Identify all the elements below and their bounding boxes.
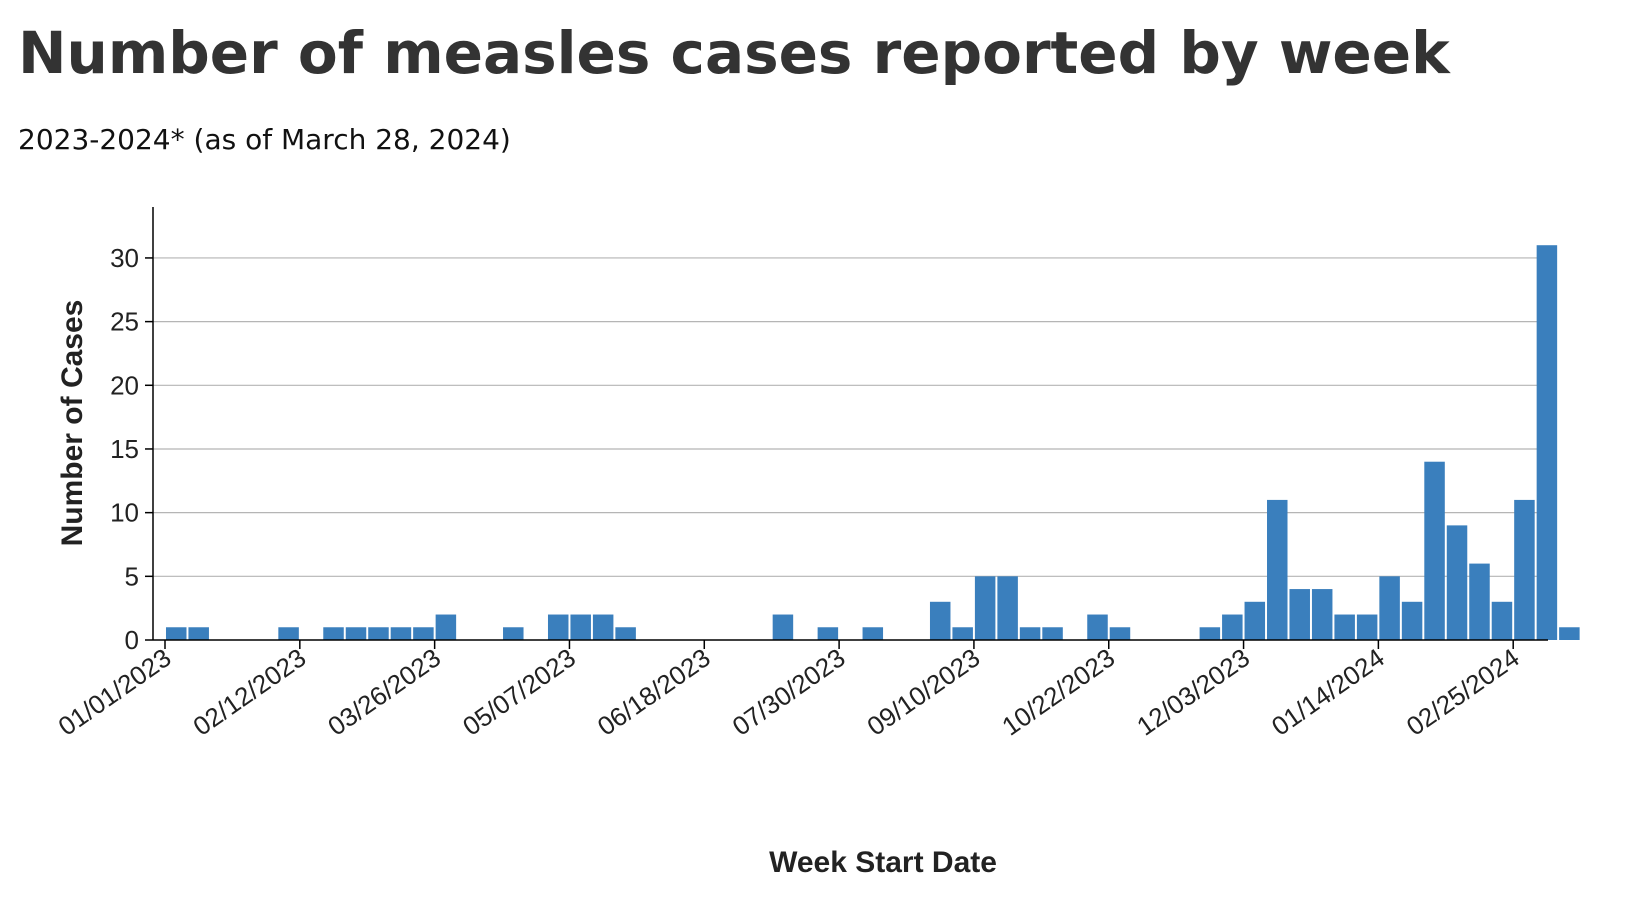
bar-05/07/2023 [570,614,591,640]
bar-02/19/2023 [323,627,344,640]
y-tick-label: 0 [125,625,139,655]
bar-01/21/2024 [1401,601,1423,640]
bar-01/01/2023 [165,627,187,640]
y-tick-label: 10 [110,498,139,528]
bar-12/24/2023 [1311,589,1333,640]
bar-03/05/2023 [368,627,389,640]
x-tick-label: 09/10/2023 [862,642,986,741]
y-tick-label: 15 [110,434,139,464]
x-tick-label: 01/01/2023 [53,642,177,741]
x-tick-label: 05/07/2023 [457,642,581,741]
gridlines [153,257,1548,577]
chart-subtitle: 2023-2024* (as of March 28, 2024) [18,123,511,156]
bar-04/16/2023 [503,627,524,640]
axes [152,207,1548,641]
bar-05/21/2023 [615,627,636,640]
bar-03/03/2024 [1536,245,1558,640]
bar-12/10/2023 [1267,499,1288,640]
y-axis-ticks: 0 5 10 15 20 25 30 [110,243,153,655]
bar-01/14/2024 [1379,576,1400,640]
x-tick-label: 07/30/2023 [727,642,851,741]
bar-10/01/2023 [1042,627,1063,640]
x-tick-label: 10/22/2023 [996,642,1120,741]
x-tick-label: 02/25/2024 [1401,642,1525,741]
bar-12/31/2023 [1334,614,1355,640]
bar-09/17/2023 [997,576,1018,640]
y-tick-label: 5 [125,561,139,591]
bar-09/10/2023 [974,576,996,640]
bar-08/06/2023 [862,627,884,640]
bar-10/15/2023 [1087,614,1108,640]
x-tick-label: 03/26/2023 [322,642,446,741]
x-axis-label: Week Start Date [769,846,997,879]
bar-12/03/2023 [1244,601,1266,640]
bar-10/22/2023 [1109,627,1131,640]
bar-03/26/2023 [435,614,457,640]
bar-07/23/2023 [817,627,839,640]
bar-03/12/2023 [390,627,412,640]
y-tick-label: 25 [110,307,139,337]
bar-01/07/2024 [1356,614,1378,640]
bar-01/08/2023 [188,627,209,640]
bar-02/04/2024 [1446,525,1468,640]
bar-11/19/2023 [1199,627,1221,640]
bar-01/28/2024 [1424,461,1445,640]
bar-02/11/2024 [1469,563,1490,640]
bar-12/17/2023 [1289,589,1310,640]
bar-03/10/2024 [1559,627,1580,640]
x-tick-label: 02/12/2023 [187,642,311,741]
x-tick-label: 12/03/2023 [1131,642,1255,741]
bar-09/03/2023 [952,627,973,640]
y-tick-label: 20 [110,370,139,400]
y-tick-label: 30 [110,243,139,273]
bar-05/14/2023 [592,614,614,640]
x-tick-label: 01/14/2024 [1266,642,1390,741]
bar-03/19/2023 [413,627,434,640]
chart-title: Number of measles cases reported by week [18,19,1450,87]
x-tick-label: 06/18/2023 [592,642,716,741]
bar-04/30/2023 [547,614,569,640]
y-axis-label: Number of Cases [56,300,89,547]
bar-02/26/2023 [345,627,367,640]
bar-08/27/2023 [929,601,951,640]
bar-07/09/2023 [772,614,794,640]
x-axis-ticks: 01/01/2023 02/12/2023 03/26/2023 05/07/2023… [53,640,1525,742]
bar-09/24/2023 [1019,627,1041,640]
bar-02/25/2024 [1514,499,1535,640]
bar-02/18/2024 [1491,601,1513,640]
bar-02/05/2023 [278,627,299,640]
bar-11/26/2023 [1222,614,1243,640]
bars [165,245,1580,640]
